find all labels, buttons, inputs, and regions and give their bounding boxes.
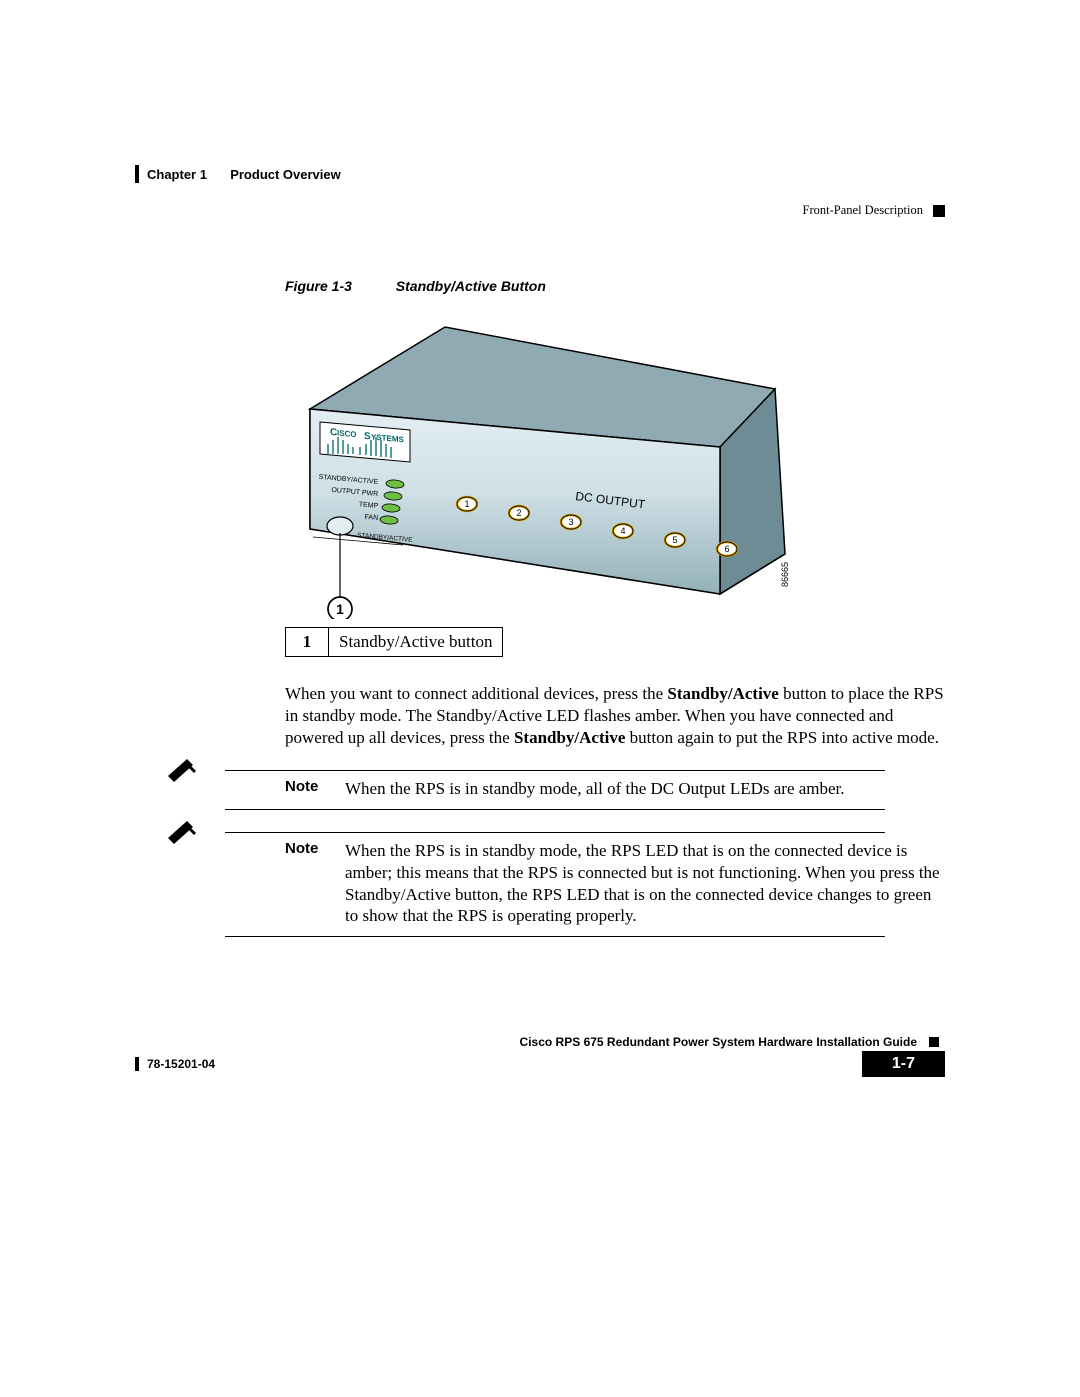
svg-text:2: 2 — [516, 508, 521, 518]
footer-guide-title: Cisco RPS 675 Redundant Power System Har… — [520, 1035, 921, 1049]
section-title: Front-Panel Description — [803, 203, 923, 218]
footer-square-icon — [929, 1037, 939, 1047]
doc-number: 78-15201-04 — [147, 1057, 215, 1071]
note-1: Note When the RPS is in standby mode, al… — [225, 770, 945, 810]
note-2: Note When the RPS is in standby mode, th… — [225, 832, 945, 937]
pencil-icon — [165, 756, 199, 782]
pencil-icon — [165, 818, 199, 844]
svg-text:FAN: FAN — [364, 514, 378, 522]
note-text: When the RPS is in standby mode, the RPS… — [345, 840, 945, 927]
header-left: Chapter 1 Product Overview — [135, 165, 341, 183]
header-square-icon — [933, 205, 945, 217]
page-number-badge: 1-7 — [862, 1051, 945, 1077]
callout-table: 1 Standby/Active button — [285, 627, 503, 657]
callout-text: Standby/Active button — [329, 628, 503, 657]
chapter-title: Product Overview — [230, 167, 341, 182]
svg-text:S: S — [364, 431, 371, 443]
device-figure: C ISCO S YSTEMS — [285, 319, 805, 619]
main-paragraph: When you want to connect additional devi… — [285, 683, 945, 748]
note-label: Note — [285, 840, 345, 857]
svg-text:ISCO: ISCO — [337, 429, 357, 440]
figure-caption: Figure 1-3 Standby/Active Button — [285, 278, 945, 294]
svg-text:1: 1 — [464, 499, 469, 509]
svg-text:5: 5 — [672, 535, 677, 545]
art-id: 86665 — [780, 562, 790, 587]
page-footer: Cisco RPS 675 Redundant Power System Har… — [135, 1035, 945, 1077]
note-text: When the RPS is in standby mode, all of … — [345, 778, 945, 800]
figure-title: Standby/Active Button — [396, 278, 546, 294]
svg-text:1: 1 — [336, 601, 344, 617]
svg-text:4: 4 — [620, 526, 625, 536]
chapter-label: Chapter 1 — [147, 167, 207, 182]
footer-tick — [135, 1057, 139, 1071]
figure-label: Figure 1-3 — [285, 278, 352, 294]
note-label: Note — [285, 778, 345, 795]
callout-num: 1 — [286, 628, 329, 657]
header-tick — [135, 165, 139, 183]
svg-text:3: 3 — [568, 517, 573, 527]
svg-text:6: 6 — [724, 544, 729, 554]
